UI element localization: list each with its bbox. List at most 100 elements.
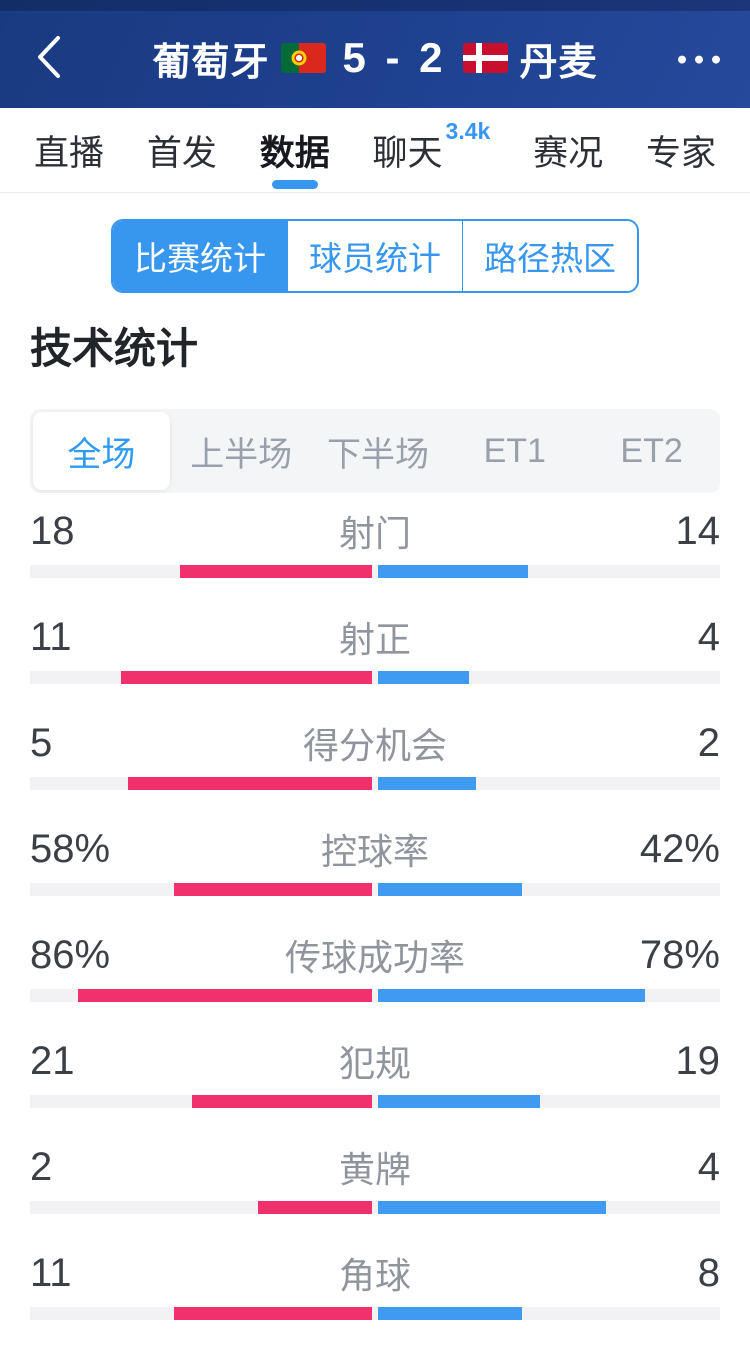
home-value: 58% bbox=[30, 826, 111, 871]
segment-match-stats[interactable]: 比赛统计 bbox=[113, 221, 287, 291]
home-bar-fill bbox=[77, 989, 372, 1002]
stats-list: 18 射门 14 11 射正 4 5 得分机会 2 58% 控球率 42% 86% 传球成功率 78% 21 犯… bbox=[30, 500, 720, 1346]
nav-tab-bar: 直播 首发 数据 聊天 3.4k 赛况 专家 bbox=[0, 108, 750, 193]
stat-bar-track bbox=[30, 1201, 720, 1214]
home-bar-fill bbox=[192, 1095, 372, 1108]
away-value: 4 bbox=[697, 614, 720, 659]
home-bar-fill bbox=[174, 1307, 372, 1320]
away-value: 14 bbox=[675, 508, 720, 553]
active-tab-underline bbox=[271, 180, 318, 189]
chat-count-badge: 3.4k bbox=[445, 118, 491, 144]
more-options-button[interactable] bbox=[668, 46, 730, 74]
stat-values-line: 58% 控球率 42% bbox=[30, 818, 720, 876]
stat-bar-track bbox=[30, 989, 720, 1002]
home-bar-area bbox=[30, 565, 372, 578]
stat-values-line: 21 犯规 19 bbox=[30, 1030, 720, 1088]
period-tab-bar: 全场 上半场 下半场 ET1 ET2 bbox=[30, 409, 720, 493]
stat-values-line: 18 射门 14 bbox=[30, 500, 720, 558]
stats-segmented-control: 比赛统计 球员统计 路径热区 bbox=[111, 219, 639, 293]
home-bar-area bbox=[30, 1307, 372, 1320]
home-value: 2 bbox=[30, 1144, 53, 1189]
section-title: 技术统计 bbox=[30, 325, 199, 372]
away-value: 19 bbox=[675, 1038, 720, 1083]
away-bar-area bbox=[378, 989, 720, 1002]
home-value: 18 bbox=[30, 508, 75, 553]
back-button[interactable] bbox=[26, 33, 70, 83]
nav-tab-data[interactable]: 数据 bbox=[260, 108, 330, 192]
away-bar-area bbox=[378, 565, 720, 578]
home-value: 21 bbox=[30, 1038, 75, 1083]
stat-label: 黄牌 bbox=[338, 1149, 411, 1190]
nav-tab-expert[interactable]: 专家 bbox=[646, 108, 716, 192]
period-tab-et1[interactable]: ET1 bbox=[483, 431, 546, 470]
stat-bar-track bbox=[30, 1095, 720, 1108]
away-bar-area bbox=[378, 1201, 720, 1214]
stat-label: 得分机会 bbox=[302, 725, 447, 766]
home-value: 86% bbox=[30, 932, 111, 977]
away-bar-fill bbox=[378, 565, 528, 578]
nav-tab-chat[interactable]: 聊天 3.4k bbox=[373, 108, 491, 192]
home-bar-fill bbox=[258, 1201, 372, 1214]
stat-label: 角球 bbox=[338, 1255, 411, 1296]
away-bar-fill bbox=[378, 989, 645, 1002]
stat-values-line: 86% 传球成功率 78% bbox=[30, 924, 720, 982]
home-bar-area bbox=[30, 777, 372, 790]
stat-label: 射门 bbox=[338, 513, 411, 554]
stat-row-yellow-cards: 2 黄牌 4 bbox=[30, 1136, 720, 1242]
away-bar-fill bbox=[378, 671, 470, 684]
stat-values-line: 11 射正 4 bbox=[30, 606, 720, 664]
away-bar-fill bbox=[378, 1201, 606, 1214]
nav-tab-live[interactable]: 直播 bbox=[34, 108, 104, 192]
stat-values-line: 2 黄牌 4 bbox=[30, 1136, 720, 1194]
stat-label: 犯规 bbox=[338, 1043, 411, 1084]
stat-bar-track bbox=[30, 883, 720, 896]
home-value: 5 bbox=[30, 720, 53, 765]
match-score: 5 - 2 bbox=[342, 34, 447, 81]
stat-row-shots-on-target: 11 射正 4 bbox=[30, 606, 720, 712]
stat-bar-track bbox=[30, 671, 720, 684]
stat-row-shots: 18 射门 14 bbox=[30, 500, 720, 606]
stat-label: 控球率 bbox=[320, 831, 429, 872]
nav-tab-label: 直播 bbox=[34, 133, 105, 173]
away-bar-fill bbox=[378, 777, 476, 790]
ellipsis-icon bbox=[678, 55, 720, 64]
stat-row-fouls: 21 犯规 19 bbox=[30, 1030, 720, 1136]
stat-label: 射正 bbox=[338, 619, 411, 660]
stat-label: 传球成功率 bbox=[284, 937, 465, 978]
home-bar-area bbox=[30, 1095, 372, 1108]
stat-values-line: 5 得分机会 2 bbox=[30, 712, 720, 770]
home-bar-fill bbox=[179, 565, 372, 578]
home-bar-area bbox=[30, 883, 372, 896]
away-bar-area bbox=[378, 671, 720, 684]
away-bar-area bbox=[378, 777, 720, 790]
away-bar-fill bbox=[378, 883, 522, 896]
home-value: 11 bbox=[30, 614, 72, 659]
home-bar-area bbox=[30, 671, 372, 684]
away-bar-area bbox=[378, 1095, 720, 1108]
away-value: 8 bbox=[697, 1250, 720, 1295]
segment-path-heatmap[interactable]: 路径热区 bbox=[462, 221, 637, 291]
nav-tab-label: 专家 bbox=[645, 133, 716, 173]
nav-tab-label: 首发 bbox=[146, 133, 217, 173]
stat-bar-track bbox=[30, 565, 720, 578]
period-tab-full-match[interactable]: 全场 bbox=[33, 412, 170, 490]
nav-tab-lineup[interactable]: 首发 bbox=[147, 108, 217, 192]
period-tab-first-half[interactable]: 上半场 bbox=[190, 435, 293, 474]
period-tab-second-half[interactable]: 下半场 bbox=[326, 435, 429, 474]
nav-tab-report[interactable]: 赛况 bbox=[533, 108, 603, 192]
nav-tab-label: 数据 bbox=[259, 133, 330, 173]
match-title: 葡萄牙 5 - 2 丹麦 bbox=[152, 31, 597, 86]
stat-bar-track bbox=[30, 1307, 720, 1320]
segment-player-stats[interactable]: 球员统计 bbox=[287, 221, 462, 291]
chevron-left-icon bbox=[34, 34, 62, 83]
stat-bar-track bbox=[30, 777, 720, 790]
stat-row-corners: 11 角球 8 bbox=[30, 1242, 720, 1346]
period-tab-et2[interactable]: ET2 bbox=[620, 431, 683, 470]
stat-row-possession: 58% 控球率 42% bbox=[30, 818, 720, 924]
nav-tab-label: 赛况 bbox=[533, 133, 604, 173]
away-bar-area bbox=[378, 883, 720, 896]
home-team-name: 葡萄牙 bbox=[152, 41, 270, 84]
away-team-name: 丹麦 bbox=[519, 41, 598, 84]
away-bar-fill bbox=[378, 1307, 523, 1320]
